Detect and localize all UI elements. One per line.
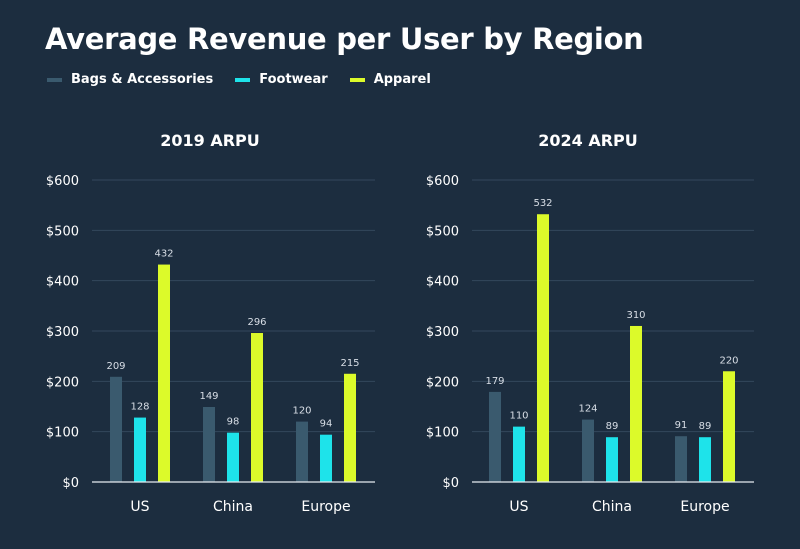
y-tick-label: $500 [46,224,79,239]
legend-label-apparel: Apparel [373,72,431,87]
data-label: 149 [199,391,218,402]
data-label: 179 [485,376,504,387]
legend: Bags & Accessories Footwear Apparel [47,72,453,87]
bar-bags-accessories [582,419,594,482]
data-label: 89 [699,421,712,432]
bar-bags-accessories [110,376,122,482]
bar-bags-accessories [675,436,687,482]
y-tick-label: $0 [442,476,459,491]
bar-bags-accessories [489,391,501,482]
y-tick-label: $600 [46,174,79,189]
data-label: 110 [509,411,528,422]
legend-swatch-footwear [235,77,251,82]
bar-apparel [630,325,642,482]
legend-item-footwear: Footwear [235,72,328,87]
x-tick-label: Europe [680,499,729,515]
data-label: 209 [106,361,125,372]
data-label: 432 [154,249,173,260]
legend-label-footwear: Footwear [259,72,328,87]
y-tick-label: $400 [426,275,459,290]
x-tick-label: Europe [301,499,350,515]
bar-bags-accessories [296,421,308,482]
x-tick-label: US [130,499,149,515]
bar-footwear [699,437,711,482]
y-tick-label: $500 [426,224,459,239]
y-tick-label: $200 [46,375,79,390]
y-tick-label: $400 [46,275,79,290]
bar-footwear [320,434,332,482]
bar-footwear [134,417,146,482]
bar-apparel [158,264,170,482]
data-label: 94 [320,419,333,430]
x-tick-label: US [509,499,528,515]
bar-footwear [606,437,618,482]
data-label: 128 [130,402,149,413]
data-label: 296 [247,317,266,328]
data-label: 215 [340,358,359,369]
bar-apparel [723,371,735,482]
data-label: 310 [626,310,645,321]
y-tick-label: $300 [426,325,459,340]
bar-apparel [251,333,263,482]
y-tick-label: $100 [46,426,79,441]
legend-label-bags: Bags & Accessories [71,72,214,87]
data-label: 532 [533,198,552,209]
y-tick-label: $0 [62,476,79,491]
data-label: 91 [675,420,688,431]
bar-apparel [537,214,549,482]
panel-title: 2024 ARPU [538,131,638,150]
x-tick-label: China [213,499,253,515]
bar-apparel [344,373,356,482]
legend-item-apparel: Apparel [349,72,431,87]
legend-swatch-bags [47,77,62,82]
data-label: 89 [606,421,619,432]
bar-bags-accessories [203,407,215,482]
panel-title: 2019 ARPU [160,131,260,150]
y-tick-label: $200 [426,375,459,390]
y-tick-label: $300 [46,325,79,340]
y-tick-label: $100 [426,426,459,441]
x-tick-label: China [592,499,632,515]
data-label: 220 [719,355,738,366]
y-tick-label: $600 [426,174,459,189]
data-label: 98 [227,417,240,428]
bar-footwear [513,426,525,482]
data-label: 120 [292,406,311,417]
data-label: 124 [578,404,597,415]
chart-title: Average Revenue per User by Region [45,22,644,56]
legend-item-bags: Bags & Accessories [47,72,213,87]
bar-footwear [227,432,239,482]
legend-swatch-apparel [349,77,365,82]
